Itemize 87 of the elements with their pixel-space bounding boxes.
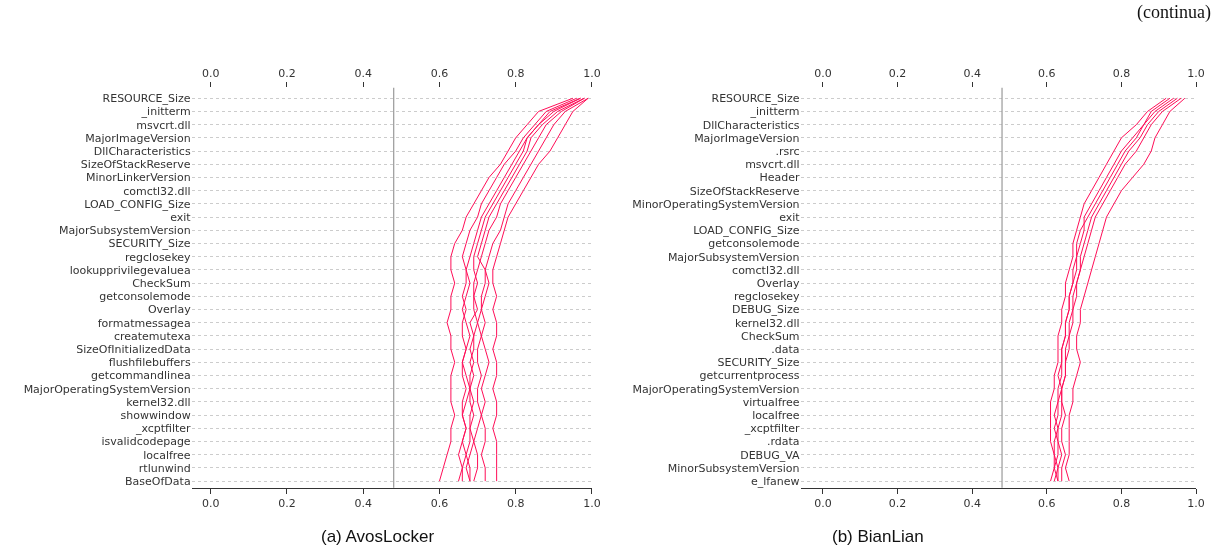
y-tick-label: getcommandlinea [91,369,191,383]
y-tick-label: SECURITY_Size [717,356,800,370]
y-tick-label: lookupprivilegevaluea [69,263,191,277]
x-tick-label: 0.8 [1112,496,1131,510]
x2-tick-label: 0.8 [1112,67,1131,81]
text: (b) BianLian [832,527,924,546]
y-tick-label: exit [779,210,801,224]
y-tick-label: Header [759,171,801,185]
y-tick-label: DllCharacteristics [93,144,191,158]
x2-tick-label: 0.0 [814,67,832,81]
y-tick-label: getcurrentprocess [699,369,800,383]
y-tick-label: rtlunwind [138,461,191,475]
x-tick-label: 0.0 [201,496,220,510]
x2-tick-label: 0.6 [1038,67,1056,81]
y-tick-label: SizeOfStackReserve [80,158,191,172]
x-tick-label: 0.6 [430,496,449,510]
y-tick-label: regclosekey [733,290,801,304]
y-tick-label: .data [771,342,800,356]
y-tick-label: CheckSum [132,276,191,290]
y-tick-label: flushfilebuffers [108,356,191,370]
y-tick-label: DEBUG_VA [740,448,801,462]
y-tick-label: SizeOfStackReserve [689,184,800,198]
y-tick-label: Overlay [147,303,192,317]
x-tick-label: 0.4 [354,496,372,510]
y-tick-label: DllCharacteristics [702,118,800,132]
y-tick-label: isvalidcodepage [101,435,191,449]
y-tick-label: LOAD_CONFIG_Size [84,197,191,211]
y-tick-label: DEBUG_Size [731,303,800,317]
y-tick-label: _initterm [749,105,800,119]
x-tick-label: 0.0 [814,496,832,510]
y-tick-label: MajorSubsystemVersion [667,250,800,264]
y-tick-label: _initterm [140,105,191,119]
y-tick-label: BaseOfData [125,474,191,488]
y-tick-label: MajorImageVersion [85,131,191,145]
y-tick-label: MajorImageVersion [694,131,800,145]
y-tick-label: showwindow [120,408,191,422]
y-tick-label: kernel32.dll [126,395,191,409]
x-tick-label: 0.8 [506,496,525,510]
text: (continua) [1137,2,1211,23]
y-tick-label: SizeOfInitializedData [76,342,191,356]
x2-tick-label: 0.2 [888,67,907,81]
y-tick-label: MinorOperatingSystemVersion [632,197,800,211]
x-tick-label: 1.0 [1187,496,1205,510]
y-tick-label: .rsrc [775,144,800,158]
y-tick-label: msvcrt.dll [745,158,800,172]
y-tick-label: localfree [143,448,191,462]
y-tick-label: getconsolemode [708,237,800,251]
y-tick-label: localfree [752,408,800,422]
y-tick-label: MinorLinkerVersion [86,171,191,185]
y-tick-label: MajorSubsystemVersion [58,224,191,238]
x2-tick-label: 1.0 [583,67,601,81]
x2-tick-label: 0.8 [506,67,525,81]
y-tick-label: regclosekey [125,250,192,264]
y-tick-label: RESOURCE_Size [102,92,191,106]
y-tick-label: createmutexa [113,329,191,343]
y-tick-label: formatmessagea [97,316,191,330]
y-tick-label: CheckSum [741,329,800,343]
y-tick-label: getconsolemode [99,290,191,304]
y-tick-label: _xcptfilter [134,422,192,436]
y-tick-label: comctl32.dll [732,263,800,277]
y-tick-label: LOAD_CONFIG_Size [693,224,800,238]
x-tick-label: 0.4 [963,496,981,510]
y-tick-label: .rdata [766,435,800,449]
y-tick-label: RESOURCE_Size [711,92,800,106]
x-tick-label: 0.2 [888,496,907,510]
text: (a) AvosLocker [321,527,435,546]
y-tick-label: kernel32.dll [735,316,800,330]
y-tick-label: e_lfanew [750,474,800,488]
y-tick-label: _xcptfilter [743,422,801,436]
y-tick-label: exit [170,210,192,224]
x-tick-label: 1.0 [583,496,601,510]
x2-tick-label: 0.0 [201,67,220,81]
x2-tick-label: 1.0 [1187,67,1205,81]
y-tick-label: comctl32.dll [123,184,191,198]
y-tick-label: SECURITY_Size [108,237,191,251]
x2-tick-label: 0.2 [278,67,296,81]
y-tick-label: Overlay [756,276,801,290]
x2-tick-label: 0.4 [354,67,372,81]
y-tick-label: msvcrt.dll [136,118,191,132]
y-tick-label: MajorOperatingSystemVersion [23,382,191,396]
x2-tick-label: 0.6 [430,67,449,81]
x-tick-label: 0.6 [1038,496,1056,510]
y-tick-label: virtualfree [742,395,800,409]
x-tick-label: 0.2 [278,496,296,510]
x2-tick-label: 0.4 [963,67,981,81]
y-tick-label: MajorOperatingSystemVersion [632,382,800,396]
y-tick-label: MinorSubsystemVersion [667,461,800,475]
